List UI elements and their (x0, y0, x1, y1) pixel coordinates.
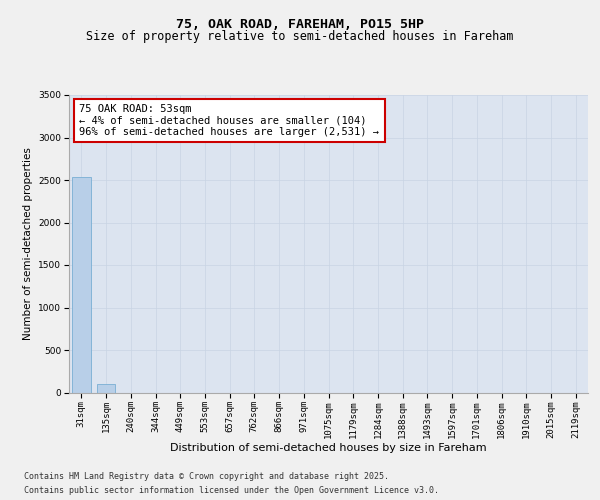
X-axis label: Distribution of semi-detached houses by size in Fareham: Distribution of semi-detached houses by … (170, 444, 487, 454)
Text: 75, OAK ROAD, FAREHAM, PO15 5HP: 75, OAK ROAD, FAREHAM, PO15 5HP (176, 18, 424, 30)
Text: Contains HM Land Registry data © Crown copyright and database right 2025.: Contains HM Land Registry data © Crown c… (24, 472, 389, 481)
Text: 75 OAK ROAD: 53sqm
← 4% of semi-detached houses are smaller (104)
96% of semi-de: 75 OAK ROAD: 53sqm ← 4% of semi-detached… (79, 104, 379, 137)
Y-axis label: Number of semi-detached properties: Number of semi-detached properties (23, 148, 33, 340)
Text: Size of property relative to semi-detached houses in Fareham: Size of property relative to semi-detach… (86, 30, 514, 43)
Text: Contains public sector information licensed under the Open Government Licence v3: Contains public sector information licen… (24, 486, 439, 495)
Bar (72, 178, 91, 392)
Bar (97, 384, 115, 392)
